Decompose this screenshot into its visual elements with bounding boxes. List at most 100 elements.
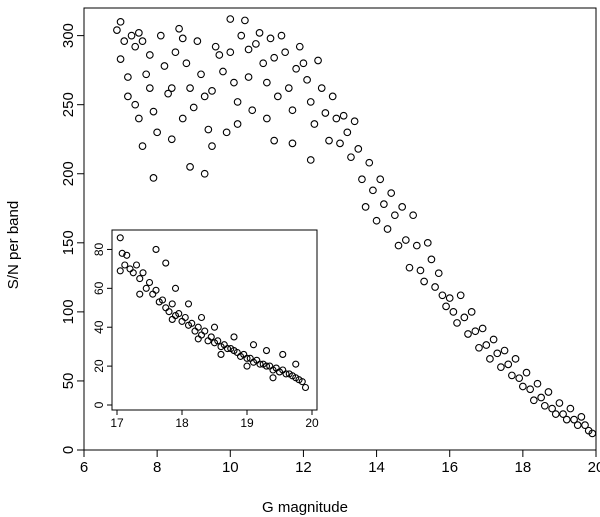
data-point <box>295 42 304 51</box>
data-point <box>197 313 206 322</box>
data-point <box>168 300 176 308</box>
data-point <box>201 327 209 335</box>
x-tick-label: 20 <box>588 459 600 476</box>
inset-frame <box>111 229 318 411</box>
data-point <box>306 98 315 106</box>
data-point <box>194 323 202 331</box>
inset-plot: 17 18 19 20 0 20 40 60 80 <box>92 229 319 430</box>
data-point <box>256 360 264 368</box>
data-point <box>387 189 396 197</box>
data-point <box>361 203 370 211</box>
data-point <box>288 106 297 115</box>
data-point <box>467 308 476 316</box>
data-point <box>343 128 352 137</box>
data-point <box>269 374 277 382</box>
data-point <box>279 350 287 358</box>
data-point <box>478 324 487 333</box>
x-tick-label: 18 <box>175 416 189 430</box>
data-point <box>178 317 186 325</box>
data-point <box>167 84 176 92</box>
data-point <box>186 84 194 92</box>
data-point <box>449 308 458 316</box>
data-point <box>204 337 212 345</box>
data-point <box>310 120 319 128</box>
data-point <box>153 128 161 137</box>
data-point <box>434 269 443 278</box>
data-point <box>573 421 582 429</box>
x-tick-label: 19 <box>240 416 254 430</box>
y-tick-label: 250 <box>60 92 77 117</box>
data-point <box>398 203 407 211</box>
x-tick-label: 6 <box>80 459 88 476</box>
data-point <box>423 238 432 247</box>
data-point <box>354 145 363 153</box>
data-point <box>526 385 535 394</box>
data-point <box>537 393 545 402</box>
data-point <box>208 142 216 150</box>
data-point <box>215 51 224 59</box>
data-point <box>380 200 388 208</box>
y-tick-label: 60 <box>92 281 106 295</box>
data-point <box>252 40 260 48</box>
data-point <box>136 290 144 298</box>
data-point <box>588 429 597 438</box>
data-point <box>186 162 194 171</box>
data-point <box>243 354 251 362</box>
data-point <box>482 341 491 349</box>
data-point <box>158 296 167 304</box>
data-point <box>138 37 147 46</box>
data-point <box>270 136 279 145</box>
data-point <box>208 87 216 95</box>
data-point <box>200 92 209 101</box>
data-point <box>249 341 258 349</box>
data-point <box>453 319 461 327</box>
data-point <box>116 17 125 26</box>
data-point <box>347 153 355 162</box>
data-point <box>273 92 282 101</box>
data-point <box>162 259 170 267</box>
y-tick-label: 100 <box>60 299 77 324</box>
data-point <box>197 331 206 339</box>
data-point <box>142 284 150 292</box>
y-tick-label: 80 <box>92 242 106 256</box>
data-point <box>139 269 147 277</box>
data-point <box>262 347 271 355</box>
data-point <box>121 261 129 269</box>
data-point <box>409 211 417 220</box>
data-point <box>325 136 333 145</box>
data-point <box>562 415 571 424</box>
data-point <box>145 278 154 287</box>
data-point <box>372 216 381 225</box>
data-point <box>124 92 132 101</box>
inset-points <box>116 234 310 392</box>
data-point <box>162 304 170 312</box>
y-tick-label: 300 <box>60 23 77 48</box>
data-point <box>241 16 249 25</box>
data-point <box>336 139 344 148</box>
data-point <box>303 75 311 84</box>
data-point <box>233 120 242 128</box>
data-point <box>197 70 205 79</box>
data-point <box>471 327 480 336</box>
data-point <box>416 266 425 275</box>
data-point <box>515 374 524 383</box>
data-point <box>124 73 132 81</box>
data-point <box>519 382 527 391</box>
data-point <box>511 354 520 363</box>
data-point <box>152 245 160 253</box>
x-tick-label: 17 <box>110 416 124 430</box>
data-point <box>464 330 472 338</box>
data-point <box>255 29 264 37</box>
data-point <box>405 263 414 272</box>
data-point <box>116 267 124 275</box>
data-point <box>420 277 428 286</box>
data-point <box>259 59 268 68</box>
data-point <box>135 29 143 37</box>
data-point <box>282 370 290 378</box>
x-tick-label: 12 <box>295 459 312 476</box>
data-point <box>508 371 516 380</box>
data-point <box>223 345 232 353</box>
y-tick-label: 20 <box>92 359 106 373</box>
data-point <box>332 114 341 123</box>
data-point <box>566 404 575 413</box>
